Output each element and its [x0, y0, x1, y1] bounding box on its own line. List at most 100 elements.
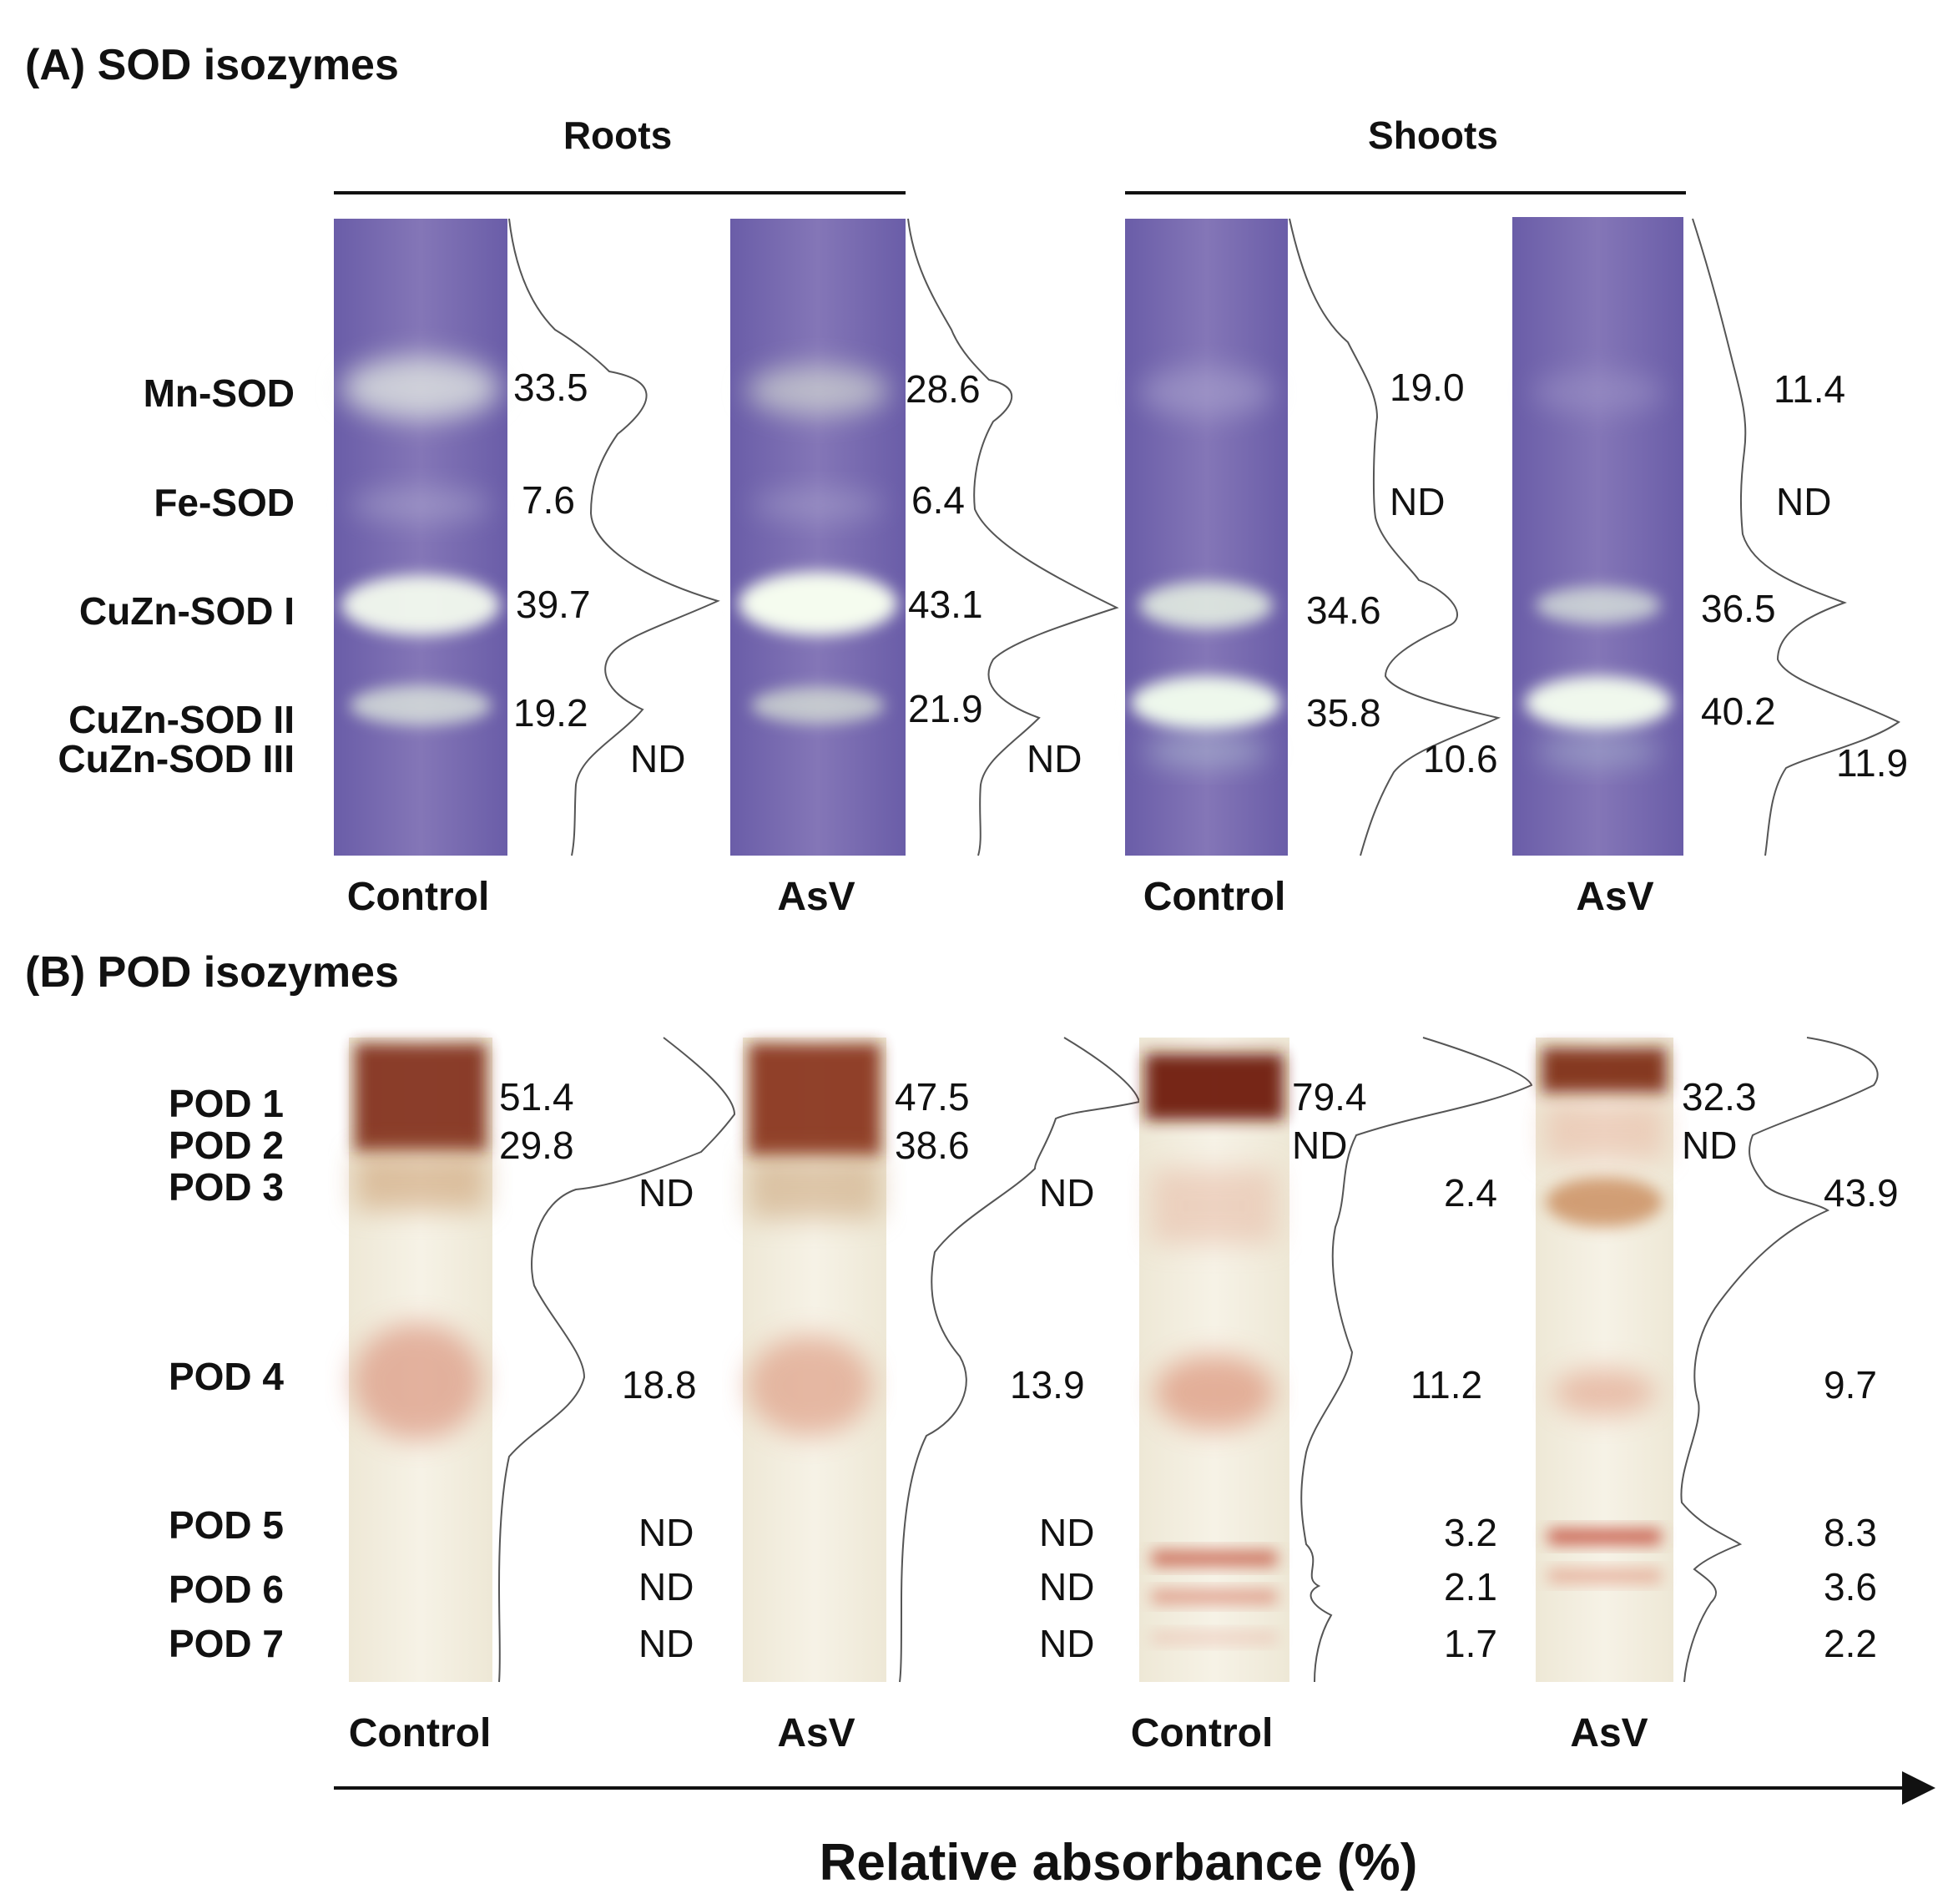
pod-value-1: 32.3 [1682, 1075, 1757, 1119]
pod-value-3: ND [638, 1171, 694, 1215]
pod-band-5 [1548, 1529, 1661, 1544]
band-label-pod-4: POD 4 [169, 1355, 284, 1398]
band-label-pod-3: POD 3 [169, 1165, 284, 1209]
pod-densitometry-trace [899, 1037, 1141, 1683]
sod-lane-label: Control [1143, 875, 1286, 919]
pod-band-1 [1145, 1053, 1284, 1120]
pod-value-3: ND [1039, 1171, 1094, 1215]
pod-value-7: 2.2 [1824, 1622, 1877, 1665]
pod-value-5: ND [638, 1511, 694, 1554]
sod-value-mn: 11.4 [1774, 367, 1845, 411]
pod-band-2-smear [1544, 1102, 1665, 1160]
band-label-cuzn-sod-3: CuZn-SOD III [58, 737, 295, 780]
sod-value-cuzn-2: 21.9 [908, 687, 983, 730]
pod-band-6 [1548, 1569, 1661, 1583]
pod-densitometry-trace [1300, 1037, 1533, 1683]
sod-band-cuzn-1 [1139, 582, 1273, 629]
pod-lane-label: AsV [777, 1711, 855, 1755]
sod-gel-strip [730, 219, 906, 856]
pod-value-4: 11.2 [1410, 1363, 1482, 1407]
pod-value-3: 43.9 [1824, 1171, 1899, 1215]
pod-band-1-2 [355, 1043, 487, 1152]
sod-band-mn [1532, 371, 1665, 413]
sod-value-mn: 28.6 [906, 367, 981, 411]
pod-band-3 [1546, 1177, 1663, 1227]
sod-band-cuzn-1 [341, 575, 500, 635]
sod-lane-label: AsV [1576, 875, 1653, 919]
sod-lane-shoots-asv: 11.4 ND 36.5 40.2 11.9 AsV [1512, 217, 1908, 919]
pod-value-4: 13.9 [1010, 1363, 1085, 1407]
pod-value-7: ND [1039, 1622, 1094, 1665]
sod-lane-shoots-control: 19.0 ND 34.6 35.8 10.6 Control [1125, 218, 1501, 919]
pod-band-smear [355, 1152, 487, 1210]
sod-value-fe: ND [1390, 480, 1445, 523]
pod-value-2: 38.6 [895, 1124, 970, 1167]
sod-band-fe [350, 488, 492, 522]
sod-band-cuzn-3 [1536, 736, 1661, 766]
pod-band-1 [1542, 1048, 1667, 1093]
sod-value-mn: 33.5 [513, 366, 588, 409]
pod-lane-label: AsV [1570, 1711, 1648, 1755]
sod-band-mn [1139, 367, 1273, 417]
pod-lane-control-1: 51.4 29.8 ND 18.8 ND ND ND Control [349, 1037, 736, 1755]
sod-value-cuzn-3: ND [1027, 737, 1082, 780]
sod-gel-strip [334, 219, 507, 856]
pod-band-5 [1152, 1551, 1277, 1566]
sod-value-cuzn-2: 19.2 [513, 691, 588, 735]
sod-band-cuzn-2 [350, 685, 492, 725]
pod-band-4 [1552, 1369, 1656, 1416]
pod-densitometry-trace [1680, 1037, 1879, 1683]
pod-value-5: 8.3 [1824, 1511, 1877, 1554]
pod-densitometry-trace [497, 1037, 736, 1683]
sod-value-cuzn-1: 34.6 [1306, 588, 1381, 632]
pod-value-6: ND [638, 1565, 694, 1609]
pod-value-4: 9.7 [1824, 1363, 1877, 1407]
sod-lane-roots-control: 33.5 7.6 39.7 19.2 ND Control [334, 218, 720, 919]
sod-band-mn [747, 366, 889, 416]
sod-band-fe [751, 490, 885, 520]
panel-b-title: (B) POD isozymes [25, 948, 399, 997]
pod-lane-label: Control [1131, 1711, 1274, 1755]
sod-band-cuzn-2 [1131, 676, 1281, 730]
pod-value-5: ND [1039, 1511, 1094, 1554]
axis-title: Relative absorbance (%) [820, 1834, 1418, 1891]
panel-a-title: (A) SOD isozymes [25, 41, 399, 89]
pod-band-4 [747, 1336, 872, 1436]
band-label-pod-6: POD 6 [169, 1568, 284, 1611]
band-label-pod-5: POD 5 [169, 1503, 284, 1547]
band-label-fe-sod: Fe-SOD [154, 481, 295, 524]
pod-lane-label: Control [349, 1711, 492, 1755]
group-roots-label: Roots [563, 114, 672, 157]
pod-band-4 [352, 1323, 482, 1440]
band-label-pod-1: POD 1 [169, 1082, 284, 1125]
pod-value-2: ND [1682, 1124, 1737, 1167]
band-label-cuzn-sod-1: CuZn-SOD I [79, 589, 295, 633]
pod-value-6: 2.1 [1444, 1565, 1497, 1609]
band-label-pod-2: POD 2 [169, 1124, 284, 1167]
pod-value-2: ND [1292, 1124, 1347, 1167]
pod-value-6: 3.6 [1824, 1565, 1877, 1609]
sod-value-mn: 19.0 [1390, 366, 1465, 409]
band-label-mn-sod: Mn-SOD [144, 371, 295, 415]
sod-band-cuzn-2 [1525, 676, 1672, 730]
pod-value-7: ND [638, 1622, 694, 1665]
sod-value-cuzn-2: 35.8 [1306, 691, 1381, 735]
pod-value-1: 47.5 [895, 1075, 970, 1119]
pod-band-3 [1152, 1169, 1277, 1244]
pod-band-6 [1152, 1590, 1277, 1604]
sod-band-cuzn-1 [739, 572, 897, 635]
sod-band-cuzn-1 [1536, 587, 1661, 624]
sod-lane-label: Control [347, 875, 490, 919]
pod-value-7: 1.7 [1444, 1622, 1497, 1665]
sod-lane-roots-asv: 28.6 6.4 43.1 21.9 ND AsV [730, 218, 1119, 919]
sod-value-cuzn-3: ND [630, 737, 685, 780]
pod-value-2: 29.8 [499, 1124, 574, 1167]
sod-band-mn [341, 356, 500, 420]
pod-band-7 [1152, 1632, 1277, 1644]
sod-value-fe: 7.6 [522, 478, 575, 522]
panel-b-pod: (B) POD isozymes POD 1 POD 2 POD 3 POD 4… [25, 948, 1899, 1755]
pod-band-1-2 [749, 1043, 881, 1156]
pod-value-1: 51.4 [499, 1075, 574, 1119]
sod-densitometry-trace [1289, 218, 1501, 856]
